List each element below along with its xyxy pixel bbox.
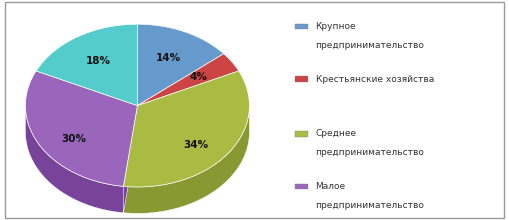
Text: Крупное: Крупное	[316, 22, 356, 31]
Polygon shape	[123, 106, 249, 213]
Text: 14%: 14%	[156, 53, 181, 63]
Polygon shape	[25, 71, 137, 186]
Bar	[295, 131, 308, 136]
Text: предпринимательство: предпринимательство	[316, 201, 425, 210]
Text: предпринимательство: предпринимательство	[316, 41, 425, 50]
Bar	[295, 76, 308, 82]
Text: 34%: 34%	[184, 140, 209, 150]
Polygon shape	[137, 24, 224, 106]
Polygon shape	[123, 106, 137, 213]
Text: Среднее: Среднее	[316, 129, 357, 138]
Text: 18%: 18%	[86, 56, 111, 66]
Bar	[295, 24, 308, 29]
Text: 4%: 4%	[190, 72, 208, 82]
Polygon shape	[36, 24, 137, 106]
Text: предпринимательство: предпринимательство	[316, 148, 425, 157]
Text: 30%: 30%	[61, 134, 86, 144]
Polygon shape	[25, 107, 123, 213]
Bar	[295, 184, 308, 189]
Polygon shape	[123, 106, 137, 213]
Text: Крестьянские хозяйства: Крестьянские хозяйства	[316, 75, 434, 84]
Polygon shape	[137, 54, 239, 106]
Polygon shape	[123, 71, 249, 187]
Text: Малое: Малое	[316, 182, 346, 191]
